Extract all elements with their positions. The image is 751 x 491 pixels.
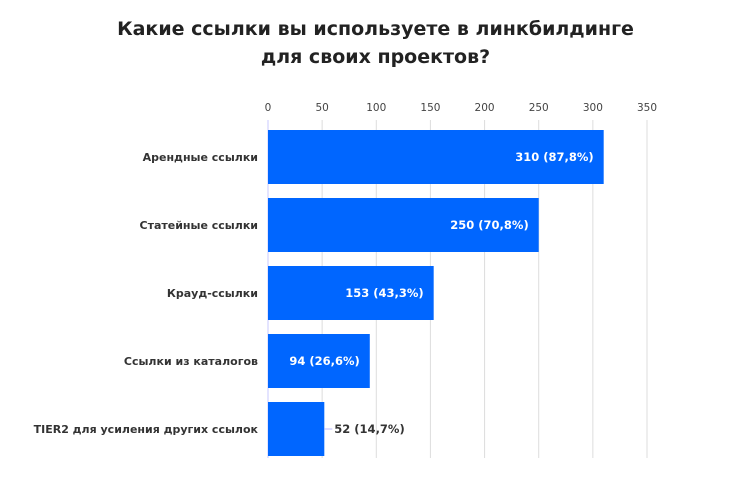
bar: [268, 402, 325, 456]
category-label: Арендные ссылки: [143, 151, 258, 164]
bar: [268, 198, 539, 252]
category-label: Ссылки из каталогов: [124, 355, 258, 368]
tick-label: 150: [420, 102, 440, 114]
category-label: Крауд-ссылки: [167, 287, 258, 300]
tick-label: 100: [366, 102, 386, 114]
tick-label: 0: [265, 102, 272, 114]
bar: [268, 334, 370, 388]
data-label: 94 (26,6%): [289, 354, 359, 368]
data-label: 52 (14,7%): [334, 422, 404, 436]
bar: [268, 266, 434, 320]
tick-label: 300: [583, 102, 603, 114]
tick-label: 250: [529, 102, 549, 114]
bar: [268, 130, 604, 184]
category-label: TIER2 для усиления других ссылок: [34, 423, 259, 436]
chart-title-line-1: Какие ссылки вы используете в линкбилдин…: [117, 18, 634, 40]
tick-label: 350: [637, 102, 657, 114]
tick-label: 50: [315, 102, 328, 114]
category-label: Статейные ссылки: [140, 219, 258, 232]
chart-title-line-2: для своих проектов?: [260, 46, 491, 68]
data-label: 153 (43,3%): [345, 286, 423, 300]
data-label: 310 (87,8%): [515, 150, 593, 164]
data-label: 250 (70,8%): [450, 218, 528, 232]
tick-label: 200: [475, 102, 495, 114]
